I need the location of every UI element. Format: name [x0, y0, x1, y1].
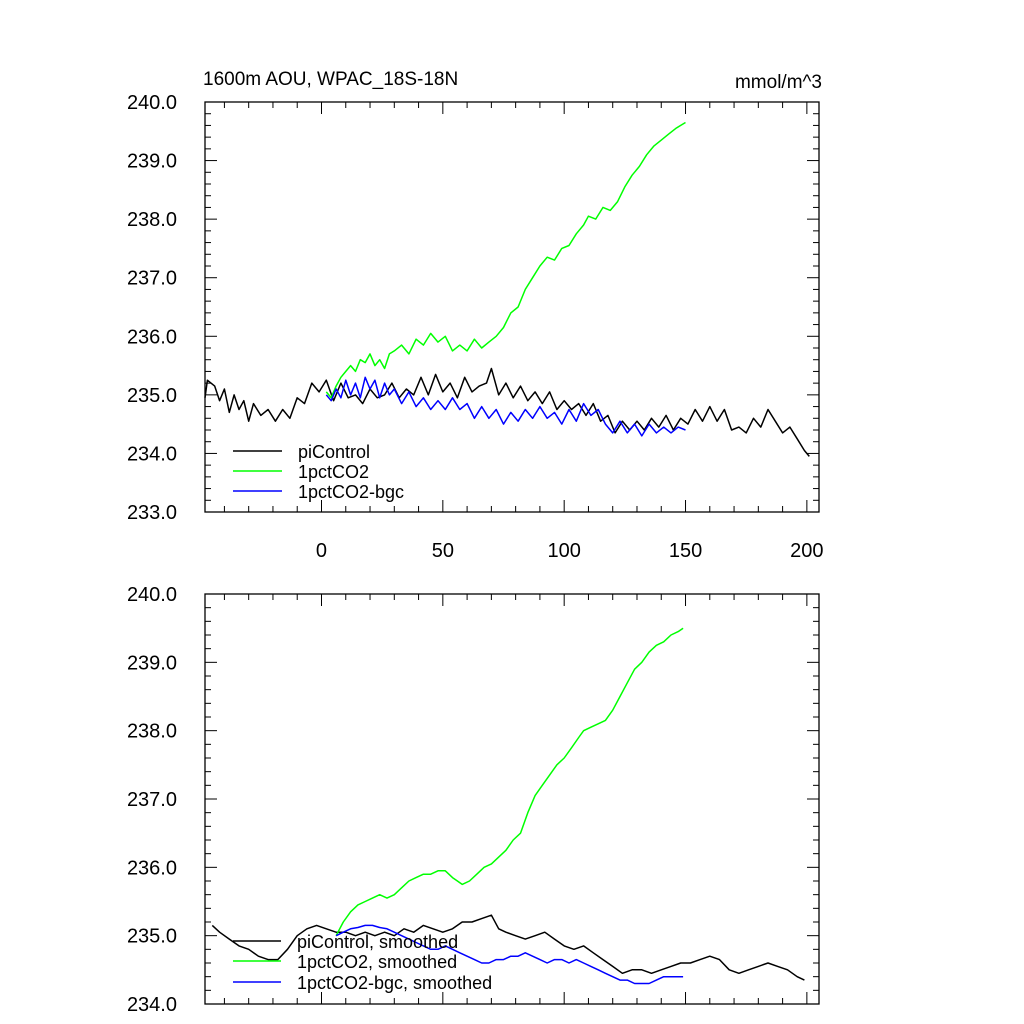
legend-label: 1pctCO2, smoothed: [297, 952, 457, 972]
top-panel-frame: [204, 101, 820, 513]
y-tick-label: 237.0: [127, 789, 177, 811]
y-tick-label: 238.0: [127, 209, 177, 231]
series-line-0: [204, 367, 810, 457]
y-tick-label: 237.0: [127, 268, 177, 290]
y-tick-label: 233.0: [127, 502, 177, 524]
bottom-panel-ticks: 234.0 235.0 236.0 237.0 238.0 239.0 240.0: [127, 584, 819, 1016]
y-tick-label: 234.0: [127, 994, 177, 1016]
x-tick-label: 200: [790, 540, 823, 562]
y-tick-label: 239.0: [127, 652, 177, 674]
bottom-panel: 234.0 235.0 236.0 237.0 238.0 239.0 240.0 piCo…: [127, 584, 820, 1016]
series-line-1: [325, 121, 686, 399]
bottom-panel-frame: [204, 593, 820, 1005]
legend-label: piControl, smoothed: [297, 932, 458, 952]
y-tick-label: 240.0: [127, 584, 177, 606]
y-tick-label: 235.0: [127, 926, 177, 948]
x-tick-label: 150: [669, 540, 702, 562]
y-tick-label: 235.0: [127, 385, 177, 407]
y-tick-label: 239.0: [127, 151, 177, 173]
legend-label: 1pctCO2-bgc: [298, 482, 404, 502]
legend-label: 1pctCO2-bgc, smoothed: [297, 973, 492, 993]
bottom-panel-series: [211, 627, 805, 985]
series-line-0: [211, 914, 805, 981]
top-panel-units: mmol/m^3: [735, 72, 822, 93]
top-panel-ticks: 0 50 100 150 200 233.0 234.0 235.0 236.0 237.0 238…: [127, 92, 824, 562]
series-line-1: [335, 627, 684, 937]
y-tick-label: 234.0: [127, 443, 177, 465]
y-tick-label: 240.0: [127, 92, 177, 114]
y-tick-label: 236.0: [127, 326, 177, 348]
x-tick-label: 50: [432, 540, 454, 562]
legend-label: 1pctCO2: [298, 462, 369, 482]
legend-label: piControl: [298, 442, 370, 462]
y-tick-label: 238.0: [127, 721, 177, 743]
x-tick-label: 100: [547, 540, 580, 562]
top-panel-series: [204, 121, 810, 457]
series-line-2: [325, 376, 686, 437]
top-panel-title: 1600m AOU, WPAC_18S-18N: [203, 69, 458, 90]
x-tick-label: 0: [316, 540, 327, 562]
series-line-2: [335, 924, 684, 985]
y-tick-label: 236.0: [127, 857, 177, 879]
top-panel: 1600m AOU, WPAC_18S-18N mmol/m^3 0 50 100 1…: [127, 69, 824, 562]
